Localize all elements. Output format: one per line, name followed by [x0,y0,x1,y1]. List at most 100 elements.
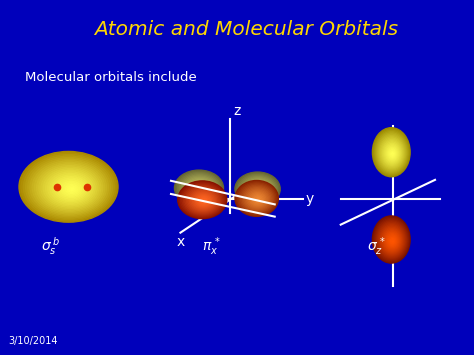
Ellipse shape [195,194,211,207]
Ellipse shape [388,147,397,160]
Ellipse shape [182,176,216,201]
Ellipse shape [235,180,278,216]
Ellipse shape [26,156,112,218]
Ellipse shape [181,183,224,217]
Ellipse shape [191,191,215,210]
Ellipse shape [392,153,393,155]
Ellipse shape [61,181,82,196]
Ellipse shape [377,134,406,171]
Ellipse shape [35,163,105,213]
Ellipse shape [383,141,401,165]
Ellipse shape [384,143,400,163]
Ellipse shape [390,150,395,157]
Ellipse shape [235,172,280,206]
Ellipse shape [383,142,401,164]
Ellipse shape [189,181,210,197]
Ellipse shape [179,174,219,203]
Ellipse shape [256,188,262,192]
Ellipse shape [238,183,276,214]
Ellipse shape [376,133,407,172]
Ellipse shape [373,128,410,177]
Ellipse shape [252,185,266,195]
Text: x: x [177,235,185,250]
Ellipse shape [43,169,97,207]
Ellipse shape [253,186,264,194]
Ellipse shape [237,182,277,215]
Ellipse shape [248,182,268,197]
Ellipse shape [249,192,266,206]
Ellipse shape [244,179,273,200]
Ellipse shape [55,177,87,200]
Ellipse shape [383,230,401,251]
Ellipse shape [241,185,273,212]
Ellipse shape [374,129,409,176]
Ellipse shape [380,225,404,255]
Ellipse shape [248,191,267,207]
Ellipse shape [46,170,95,206]
Ellipse shape [197,187,203,191]
Ellipse shape [392,240,393,242]
Ellipse shape [242,186,272,211]
Ellipse shape [255,197,261,202]
Ellipse shape [237,173,279,205]
Ellipse shape [383,229,401,252]
Text: z: z [234,104,241,118]
Ellipse shape [174,170,224,206]
Ellipse shape [254,196,262,203]
Ellipse shape [179,182,226,218]
Ellipse shape [70,188,74,191]
Ellipse shape [178,181,227,219]
Ellipse shape [385,145,399,162]
Ellipse shape [191,182,209,196]
Text: $\pi_x^{\,*}$: $\pi_x^{\,*}$ [201,235,220,258]
Ellipse shape [41,167,99,208]
Ellipse shape [201,199,207,203]
Ellipse shape [59,180,83,197]
Ellipse shape [246,190,268,208]
Ellipse shape [188,189,218,212]
Ellipse shape [178,173,220,204]
Ellipse shape [374,130,409,174]
Ellipse shape [48,172,93,204]
Ellipse shape [21,153,116,221]
Ellipse shape [182,184,223,216]
Ellipse shape [68,186,76,192]
Text: y: y [305,192,314,206]
Ellipse shape [194,193,213,208]
Ellipse shape [389,236,396,246]
Ellipse shape [239,184,274,213]
Ellipse shape [202,200,205,202]
Ellipse shape [192,183,208,195]
Ellipse shape [385,232,399,249]
Ellipse shape [196,186,205,192]
Ellipse shape [50,174,91,203]
Ellipse shape [382,140,402,166]
Ellipse shape [194,185,206,193]
Ellipse shape [186,188,219,213]
Ellipse shape [32,161,107,214]
Ellipse shape [36,164,103,211]
Text: 3/10/2014: 3/10/2014 [9,336,58,346]
Ellipse shape [23,155,114,219]
Ellipse shape [386,146,398,161]
Ellipse shape [243,178,273,201]
Ellipse shape [63,183,80,195]
Ellipse shape [381,138,403,168]
Ellipse shape [28,158,110,217]
Ellipse shape [386,234,398,248]
Ellipse shape [391,239,394,243]
Ellipse shape [373,216,410,263]
Ellipse shape [19,152,118,222]
Ellipse shape [380,137,404,169]
Ellipse shape [388,235,397,247]
Ellipse shape [374,217,409,262]
Ellipse shape [247,181,270,198]
Text: Atomic and Molecular Orbitals: Atomic and Molecular Orbitals [94,20,399,39]
Ellipse shape [52,175,89,202]
Ellipse shape [375,132,408,173]
Ellipse shape [56,178,85,199]
Ellipse shape [244,188,271,210]
Ellipse shape [238,174,278,204]
Ellipse shape [30,159,109,215]
Ellipse shape [190,190,217,211]
